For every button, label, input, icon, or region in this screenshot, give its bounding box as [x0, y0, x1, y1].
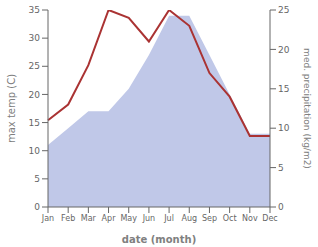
svg-text:Jul: Jul — [163, 214, 174, 223]
svg-text:May: May — [120, 214, 137, 223]
svg-text:Mar: Mar — [81, 214, 97, 223]
svg-text:15: 15 — [29, 118, 40, 128]
svg-text:30: 30 — [29, 33, 41, 43]
svg-text:Dec: Dec — [262, 214, 277, 223]
svg-text:Jan: Jan — [41, 214, 54, 223]
svg-text:25: 25 — [29, 61, 40, 71]
svg-text:5: 5 — [34, 174, 40, 184]
svg-text:20: 20 — [29, 90, 41, 100]
svg-text:max temp (C): max temp (C) — [8, 74, 17, 143]
svg-text:0: 0 — [34, 202, 40, 212]
svg-text:med. precipitation (kg/m2): med. precipitation (kg/m2) — [302, 48, 310, 169]
svg-text:0: 0 — [278, 202, 284, 212]
svg-text:25: 25 — [278, 5, 289, 15]
svg-text:Feb: Feb — [61, 214, 75, 223]
svg-text:20: 20 — [278, 45, 290, 55]
svg-text:date (month): date (month) — [122, 234, 196, 245]
svg-text:15: 15 — [278, 84, 289, 94]
svg-text:Oct: Oct — [223, 214, 237, 223]
svg-text:10: 10 — [278, 123, 290, 133]
svg-text:10: 10 — [29, 146, 41, 156]
svg-text:Nov: Nov — [242, 214, 258, 223]
svg-text:Apr: Apr — [102, 214, 117, 223]
svg-text:Jun: Jun — [142, 214, 156, 223]
svg-text:Aug: Aug — [181, 214, 197, 223]
svg-text:5: 5 — [278, 163, 284, 173]
svg-text:35: 35 — [29, 5, 40, 15]
svg-text:Sep: Sep — [202, 214, 217, 223]
